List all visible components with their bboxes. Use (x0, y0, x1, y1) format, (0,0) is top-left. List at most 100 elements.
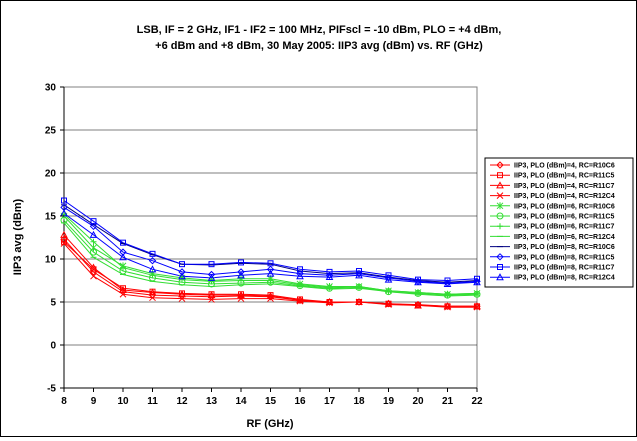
series-line-11 (63, 200, 478, 282)
y-tick-label: 0 (50, 341, 56, 352)
legend-label-5: IIP3, PLO (dBm)=6, RC=R10C6 (514, 203, 615, 210)
data-point-series-12 (119, 253, 127, 261)
data-point-series-7 (90, 238, 97, 245)
legend-label-2: IIP3, PLO (dBm)=4, RC=R11C5 (514, 173, 614, 180)
legend-marker-12 (496, 273, 504, 281)
data-point-series-4 (237, 295, 245, 302)
data-point-series-7 (238, 277, 244, 284)
data-point-series-11 (267, 260, 274, 267)
chart-title-line-1: LSB, IF = 2 GHz, IF1 - IF2 = 100 MHz, PI… (137, 24, 502, 36)
legend-label-10: IIP3, PLO (dBm)=8, RC=R11C5 (514, 254, 614, 261)
data-point-series-3 (414, 301, 422, 309)
legend-label-8: IIP3, PLO (dBm)=6, RC=R12C4 (514, 234, 615, 241)
data-point-series-4 (444, 303, 451, 311)
data-point-series-11 (208, 261, 215, 268)
plot-area (63, 86, 478, 389)
data-point-series-12 (355, 271, 363, 279)
legend-marker-4 (496, 192, 504, 199)
legend-marker-10 (496, 253, 504, 261)
data-point-series-4 (385, 301, 392, 308)
data-point-series-4 (414, 302, 422, 309)
x-tick-label: 17 (324, 396, 336, 407)
data-point-series-12 (266, 269, 275, 277)
y-tick-label: 15 (45, 212, 57, 223)
data-point-series-11 (61, 197, 67, 204)
data-point-series-3 (60, 230, 68, 238)
data-point-series-11 (474, 275, 480, 282)
legend-marker-7 (497, 223, 503, 230)
data-point-series-12 (178, 272, 186, 280)
legend-label-3: IIP3, PLO (dBm)=4, RC=R11C7 (514, 183, 614, 190)
data-point-series-11 (356, 268, 362, 275)
legend-marker-3 (496, 181, 504, 189)
series-line-12 (63, 212, 478, 285)
x-tick-label: 19 (383, 396, 395, 407)
data-point-series-11 (297, 266, 303, 273)
x-tick-label: 18 (353, 396, 365, 407)
data-point-series-12 (237, 271, 245, 279)
data-point-series-11 (120, 239, 126, 246)
x-tick-label: 22 (471, 396, 483, 407)
x-tick-label: 20 (412, 396, 424, 407)
x-tick-label: 16 (294, 396, 306, 407)
data-point-series-10 (89, 222, 98, 231)
data-point-series-2 (120, 285, 126, 292)
data-point-series-11 (179, 261, 185, 268)
y-tick-label: 20 (45, 169, 57, 180)
data-point-series-6 (90, 248, 97, 256)
series-line-10 (63, 206, 478, 284)
data-point-series-4 (267, 295, 274, 302)
data-point-series-7 (385, 287, 392, 294)
legend-label-9: IIP3, PLO (dBm)=8, RC=R10C6 (514, 244, 615, 251)
data-point-series-4 (149, 294, 156, 302)
x-tick-label: 15 (265, 396, 277, 407)
data-point-series-4 (208, 296, 215, 303)
legend-marker-1 (496, 161, 504, 169)
legend-marker-11 (497, 264, 503, 270)
data-point-series-4 (178, 295, 186, 302)
data-point-series-3 (119, 285, 127, 293)
data-point-series-4 (326, 299, 333, 307)
legend-box (484, 157, 634, 288)
data-point-series-4 (296, 297, 304, 305)
data-point-series-11 (444, 277, 451, 284)
legend-label-7: IIP3, PLO (dBm)=6, RC=R11C7 (514, 224, 614, 231)
data-point-series-11 (385, 272, 392, 279)
y-tick-label: 25 (45, 126, 57, 137)
legend-label-4: IIP3, PLO (dBm)=4, RC=R12C4 (514, 193, 615, 200)
legend-marker-2 (497, 172, 503, 179)
data-point-series-3 (207, 291, 216, 299)
x-tick-label: 11 (147, 396, 158, 407)
data-point-series-12 (443, 279, 452, 287)
data-point-series-11 (238, 259, 244, 266)
data-point-series-10 (207, 270, 216, 279)
data-point-series-12 (148, 265, 157, 273)
data-point-series-7 (120, 264, 126, 271)
data-point-series-11 (149, 250, 156, 257)
data-point-series-7 (149, 272, 156, 279)
data-point-series-2 (61, 238, 67, 245)
data-point-series-12 (207, 273, 216, 281)
data-point-series-4 (473, 303, 481, 311)
y-axis-label: IIP3 avg (dBm) (12, 198, 24, 275)
x-tick-label: 8 (61, 396, 67, 407)
y-tick-label: 30 (45, 83, 57, 94)
data-point-series-4 (90, 272, 97, 280)
y-tick-label: 10 (45, 255, 57, 266)
legend: IIP3, PLO (dBm)=4, RC=R10C6 IIP3, PLO (dB… (484, 157, 634, 288)
data-point-series-11 (90, 218, 97, 225)
legend-marker-6 (496, 212, 504, 220)
x-tick-label: 14 (235, 396, 247, 407)
data-point-series-4 (60, 240, 68, 247)
y-tick-label: -5 (47, 384, 56, 395)
data-point-series-12 (414, 278, 422, 286)
data-point-series-10 (178, 268, 186, 276)
x-tick-label: 12 (176, 396, 188, 407)
data-point-series-4 (119, 290, 127, 298)
data-point-series-10 (266, 265, 275, 274)
series-line-1 (63, 238, 477, 307)
data-point-series-12 (473, 278, 481, 286)
x-tick-label: 10 (117, 396, 129, 407)
data-point-series-1 (60, 235, 68, 243)
x-axis-label: RF (GHz) (246, 418, 293, 430)
